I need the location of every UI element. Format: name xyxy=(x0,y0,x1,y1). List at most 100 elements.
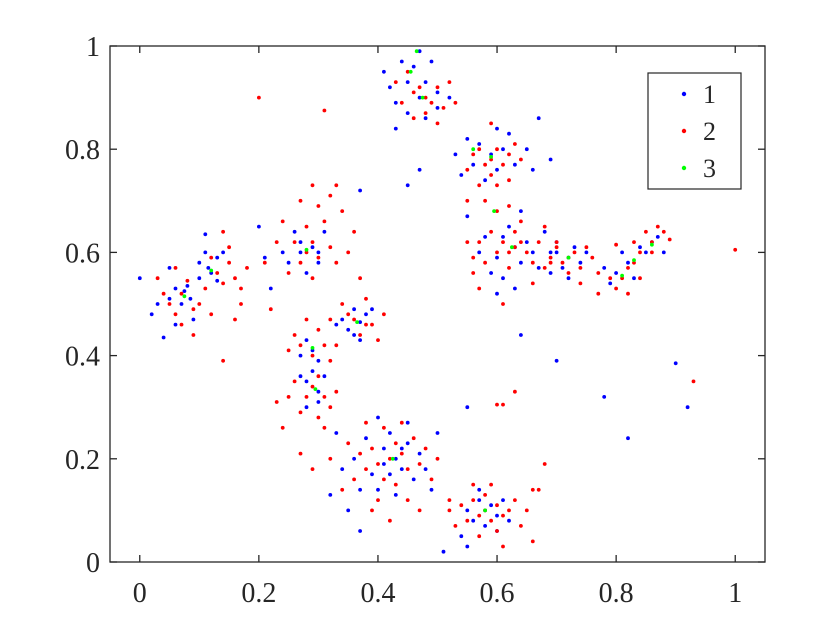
point-series-2-120 xyxy=(507,508,511,513)
point-series-1-16 xyxy=(221,250,226,255)
point-series-2-189 xyxy=(465,240,470,245)
point-series-2-18 xyxy=(239,286,243,291)
point-series-2-50 xyxy=(358,276,362,281)
point-series-2-139 xyxy=(429,100,434,105)
point-series-2-84 xyxy=(399,451,404,456)
point-series-2-92 xyxy=(393,482,398,487)
point-series-3-12 xyxy=(489,155,493,159)
point-series-1-138 xyxy=(519,209,523,214)
points-layer xyxy=(137,49,738,554)
point-series-2-201 xyxy=(548,255,553,260)
point-series-1-3 xyxy=(167,266,172,270)
y-tick-label: 0 xyxy=(86,548,100,579)
point-series-2-86 xyxy=(393,441,398,446)
legend: 1 2 3 xyxy=(647,72,742,190)
point-series-2-83 xyxy=(388,456,392,461)
point-series-1-67 xyxy=(399,446,404,451)
point-series-2-55 xyxy=(370,322,374,327)
point-series-2-208 xyxy=(626,266,630,270)
point-series-2-199 xyxy=(566,271,571,275)
point-series-2-218 xyxy=(661,229,666,234)
point-series-1-37 xyxy=(364,312,368,317)
point-series-1-165 xyxy=(673,361,678,366)
point-series-1-25 xyxy=(304,271,309,275)
point-series-3-10 xyxy=(420,95,425,100)
y-tick-label: 0.8 xyxy=(65,135,100,166)
point-series-2-211 xyxy=(608,276,613,281)
point-series-1-10 xyxy=(179,302,184,306)
point-series-2-7 xyxy=(203,286,208,291)
point-series-1-65 xyxy=(364,436,368,441)
point-series-2-90 xyxy=(411,436,416,441)
point-series-2-198 xyxy=(584,245,589,250)
point-series-1-129 xyxy=(519,260,523,265)
point-series-2-19 xyxy=(227,245,232,250)
point-series-1-33 xyxy=(262,255,267,260)
point-series-2-167 xyxy=(507,250,511,255)
point-series-1-51 xyxy=(298,374,303,379)
point-series-1-93 xyxy=(465,544,470,549)
point-series-1-76 xyxy=(358,529,362,533)
point-series-2-69 xyxy=(328,358,333,363)
point-series-2-197 xyxy=(554,245,559,250)
point-series-1-21 xyxy=(203,232,208,237)
point-series-2-212 xyxy=(638,276,642,281)
point-series-2-150 xyxy=(453,100,458,105)
point-series-2-137 xyxy=(423,95,428,100)
point-series-2-10 xyxy=(173,266,178,270)
point-series-2-63 xyxy=(322,343,327,348)
point-series-1-103 xyxy=(388,85,392,90)
point-series-1-113 xyxy=(495,167,499,172)
point-series-2-12 xyxy=(191,333,196,337)
point-series-1-83 xyxy=(495,513,499,518)
point-series-1-97 xyxy=(423,80,428,84)
point-series-2-185 xyxy=(483,198,487,203)
point-series-2-91 xyxy=(364,467,368,471)
point-series-1-82 xyxy=(477,498,482,502)
point-series-2-187 xyxy=(554,240,559,245)
point-series-2-15 xyxy=(221,281,226,286)
point-series-1-77 xyxy=(334,431,339,435)
point-series-1-32 xyxy=(268,286,273,291)
point-series-2-31 xyxy=(292,240,297,245)
point-series-2-123 xyxy=(495,529,499,533)
point-series-2-0 xyxy=(179,291,184,296)
point-series-2-24 xyxy=(221,358,226,363)
point-series-2-58 xyxy=(328,317,333,322)
point-series-2-207 xyxy=(620,276,624,281)
point-series-1-121 xyxy=(513,162,517,167)
point-series-2-14 xyxy=(227,260,232,265)
point-series-2-217 xyxy=(655,224,660,229)
point-series-1-53 xyxy=(304,405,309,410)
point-series-1-12 xyxy=(188,296,193,301)
point-series-2-56 xyxy=(340,302,345,306)
point-series-2-16 xyxy=(233,276,237,281)
point-series-2-100 xyxy=(376,498,380,502)
point-series-2-163 xyxy=(489,121,493,126)
x-tick-label: 1 xyxy=(728,578,742,609)
point-series-1-136 xyxy=(536,266,541,270)
point-series-1-142 xyxy=(513,286,517,291)
point-series-3-13 xyxy=(492,209,496,214)
point-series-1-47 xyxy=(298,353,303,358)
x-tick-label: 0.8 xyxy=(599,578,634,609)
point-series-2-134 xyxy=(536,487,541,492)
point-series-1-99 xyxy=(399,59,404,64)
point-series-2-222 xyxy=(733,247,738,252)
point-series-2-166 xyxy=(513,245,517,250)
point-series-2-117 xyxy=(471,498,476,502)
point-series-1-85 xyxy=(471,518,476,523)
point-series-1-2 xyxy=(155,302,160,306)
y-tick-label: 0.4 xyxy=(65,342,100,373)
point-series-2-46 xyxy=(262,260,267,265)
point-series-2-27 xyxy=(304,250,309,255)
point-series-2-131 xyxy=(447,508,452,513)
point-series-2-43 xyxy=(328,193,333,198)
point-series-1-40 xyxy=(370,307,374,312)
point-series-2-176 xyxy=(536,240,541,245)
point-series-2-70 xyxy=(310,384,315,389)
point-series-1-52 xyxy=(316,400,321,404)
point-series-1-54 xyxy=(310,369,315,373)
point-series-2-129 xyxy=(471,482,476,487)
